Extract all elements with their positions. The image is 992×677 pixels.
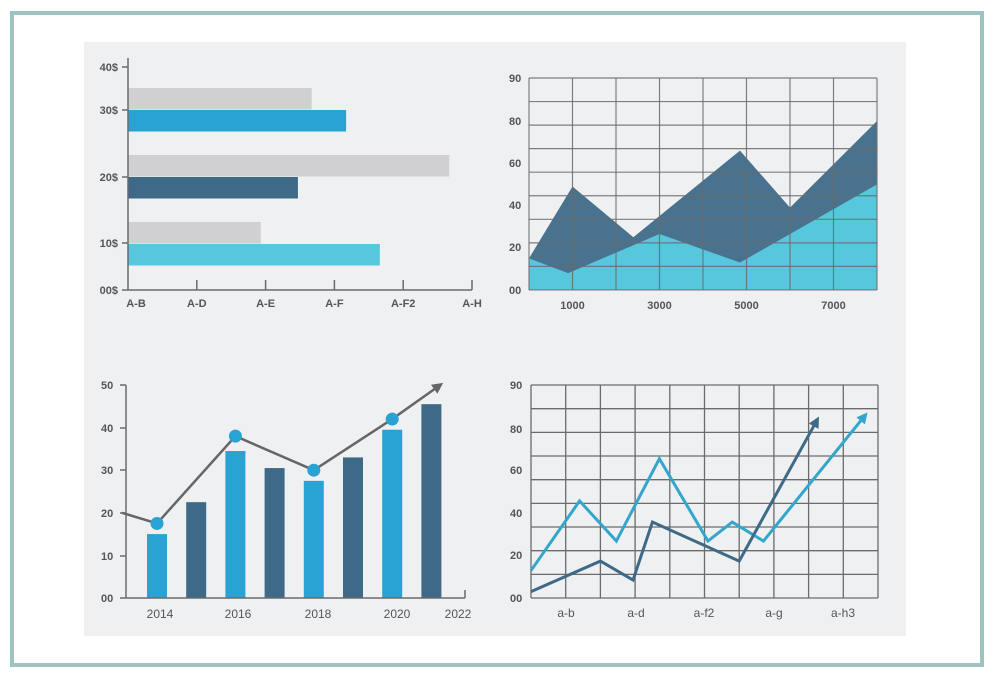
- x-tick-label: a-h3: [831, 606, 855, 620]
- bar-dark: [128, 177, 298, 199]
- y-tick-label: 20: [509, 242, 521, 254]
- y-tick-label: 80: [510, 424, 522, 436]
- y-tick-label: 10: [101, 551, 113, 563]
- trend-marker: [150, 516, 164, 530]
- x-tick-label: A-D: [187, 298, 207, 310]
- y-tick-label: 40: [101, 423, 113, 435]
- y-tick-label: 10$: [100, 238, 118, 250]
- trend-marker: [307, 463, 321, 477]
- trend-arrow-icon: [431, 382, 444, 394]
- frame-border: [10, 11, 984, 667]
- arrow-icon-dark: [808, 416, 820, 429]
- bar-gray: [128, 88, 312, 110]
- bar: [264, 468, 285, 598]
- bar: [343, 457, 363, 598]
- x-tick-label: 2014: [147, 607, 174, 621]
- y-tick-label: 30: [101, 465, 113, 477]
- series-line-light: [529, 418, 864, 572]
- x-tick-label: 7000: [821, 300, 845, 312]
- y-tick-label: 90: [510, 380, 522, 392]
- bar: [147, 534, 167, 598]
- x-tick-label: A-E: [256, 298, 275, 310]
- bar: [382, 429, 403, 598]
- y-tick-label: 30$: [100, 105, 118, 117]
- chart-panel: [84, 42, 906, 636]
- y-tick-label: 20: [101, 508, 113, 520]
- y-tick-label: 90: [509, 73, 521, 85]
- x-tick-label: A-F2: [391, 298, 415, 310]
- y-tick-label: 00$: [100, 285, 118, 297]
- y-tick-label: 80: [509, 116, 521, 128]
- bar-gray: [128, 222, 261, 244]
- x-tick-label: A-H: [462, 298, 482, 310]
- series-line-dark: [530, 423, 816, 594]
- x-tick-label: A-F: [325, 298, 344, 310]
- x-tick-label: 2016: [225, 607, 252, 621]
- x-tick-label: 2020: [384, 607, 411, 621]
- x-tick-label: 3000: [647, 300, 671, 312]
- bar: [186, 502, 207, 598]
- y-tick-label: 60: [509, 158, 521, 170]
- y-tick-label: 40$: [100, 62, 118, 74]
- y-tick-label: 20: [510, 550, 522, 562]
- y-tick-label: 00: [101, 593, 113, 605]
- x-tick-label: a-d: [627, 606, 644, 620]
- bar-cyan: [128, 244, 380, 266]
- x-tick-label: A-B: [126, 298, 146, 310]
- arrow-icon-light: [856, 412, 868, 425]
- y-tick-label: 00: [509, 285, 521, 297]
- y-tick-label: 60: [510, 465, 522, 477]
- x-tick-label: a-b: [557, 606, 575, 620]
- bar: [225, 451, 246, 598]
- trend-marker: [228, 429, 242, 443]
- x-tick-label: a-g: [765, 606, 782, 620]
- trend-marker: [385, 412, 399, 426]
- x-tick-label: 5000: [734, 300, 758, 312]
- y-tick-label: 00: [510, 593, 522, 605]
- x-tick-label: 2022: [445, 607, 472, 621]
- x-tick-label: 1000: [560, 300, 584, 312]
- x-tick-label: a-f2: [694, 606, 715, 620]
- x-tick-label: 2018: [305, 607, 332, 621]
- bar-blue: [128, 110, 347, 132]
- bar: [421, 404, 442, 598]
- y-tick-label: 40: [510, 508, 522, 520]
- y-tick-label: 50: [101, 380, 113, 392]
- y-tick-label: 20$: [100, 172, 118, 184]
- y-tick-label: 40: [509, 200, 521, 212]
- bar-gray: [128, 155, 450, 177]
- bar: [303, 480, 324, 598]
